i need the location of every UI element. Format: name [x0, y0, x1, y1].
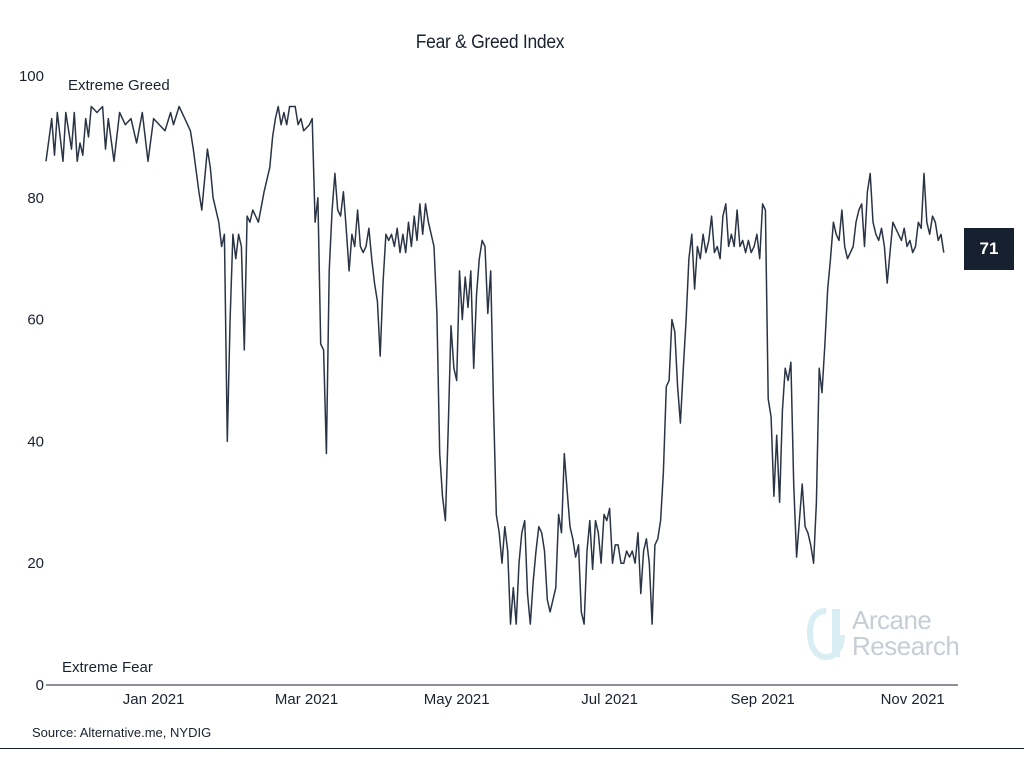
watermark: Arcane Research	[806, 604, 966, 662]
series-line-fear-greed	[45, 105, 945, 625]
y-tick-label: 80	[27, 190, 44, 207]
source-note: Source: Alternative.me, NYDIG	[32, 725, 212, 740]
current-value-badge: 71	[964, 228, 1014, 270]
x-tick-label: May 2021	[424, 691, 490, 708]
y-tick-label: 60	[27, 312, 44, 329]
y-tick-label: 40	[27, 433, 44, 450]
bottom-divider	[0, 748, 1024, 749]
arcane-logo-icon	[806, 608, 845, 661]
chart-title: Fear & Greed Index	[415, 32, 565, 53]
y-tick-label: 20	[27, 555, 44, 572]
x-tick-label: Jul 2021	[581, 691, 638, 708]
annotation-extreme-fear: Extreme Fear	[62, 659, 153, 676]
annotation-extreme-greed: Extreme Greed	[68, 77, 170, 94]
watermark-line1: Arcane	[852, 605, 932, 635]
x-tick-label: Jan 2021	[123, 691, 185, 708]
watermark-text: Arcane Research	[852, 605, 960, 661]
x-tick-label: Mar 2021	[275, 691, 338, 708]
x-tick-label: Nov 2021	[881, 691, 945, 708]
x-tick-label: Sep 2021	[730, 691, 794, 708]
watermark-line2: Research	[852, 631, 960, 661]
y-tick-label: 0	[36, 677, 44, 694]
y-axis: 0 20 40 60 80 100	[19, 68, 44, 694]
y-tick-label: 100	[19, 68, 44, 85]
x-axis: Jan 2021 Mar 2021 May 2021 Jul 2021 Sep 2021…	[123, 691, 945, 708]
